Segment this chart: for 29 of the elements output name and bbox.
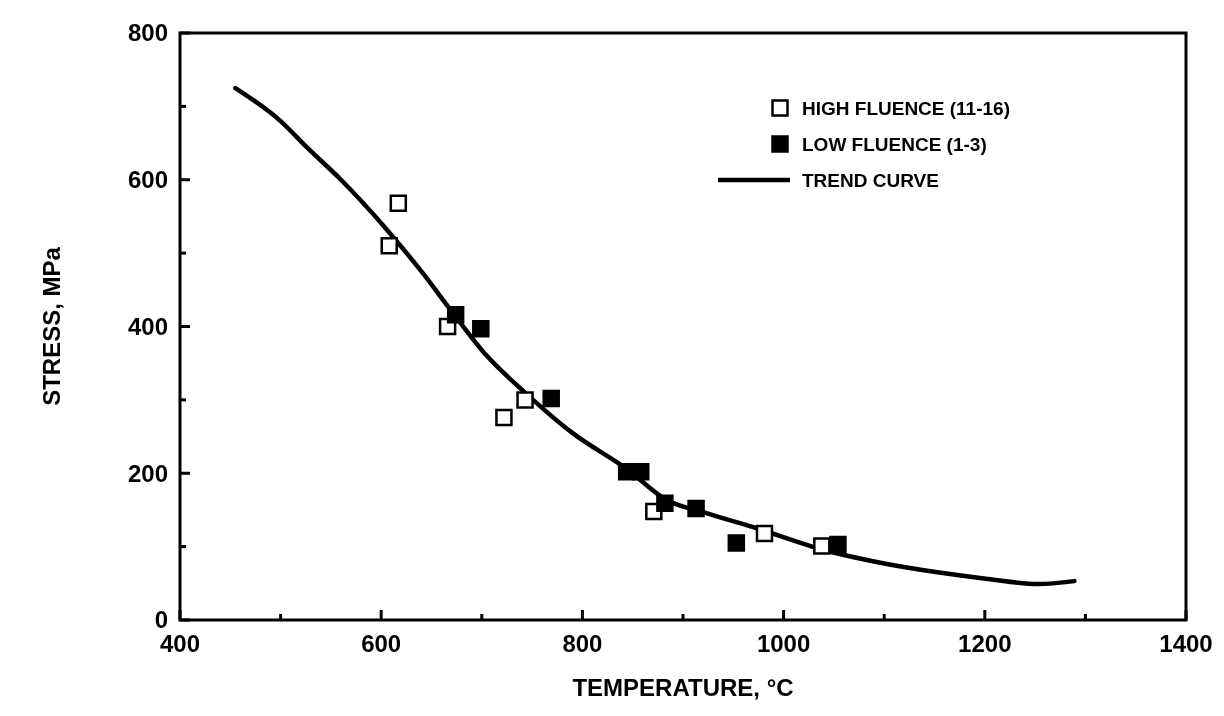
point [542, 389, 560, 408]
y-tick-label: 600 [127, 166, 168, 194]
line-series [233, 85, 1077, 587]
point [813, 537, 831, 555]
y-tick-label: 800 [127, 19, 168, 47]
x-tick-label: 800 [562, 630, 603, 657]
point [829, 535, 847, 554]
point [727, 534, 746, 552]
point [656, 494, 674, 513]
y-tick-label: 200 [127, 459, 168, 487]
y-tick-label: 400 [127, 312, 168, 340]
x-tick-label: 600 [361, 630, 402, 657]
point [516, 391, 534, 409]
y-axis-title: STRESS, MPa [38, 246, 65, 406]
point [632, 463, 650, 481]
point [446, 306, 465, 324]
point [495, 408, 513, 427]
legend-label: TREND CURVE [802, 169, 939, 191]
point [687, 499, 705, 518]
x-tick-label: 1400 [1159, 630, 1213, 657]
point [380, 237, 398, 255]
legend-label: HIGH FLUENCE (11-16) [802, 97, 1010, 119]
point [755, 524, 774, 543]
x-tick-label: 1200 [958, 630, 1012, 657]
x-axis-title: TEMPERATURE, °C [572, 674, 794, 701]
legend-label: LOW FLUENCE (1-3) [802, 133, 987, 155]
point [472, 319, 490, 338]
point [389, 194, 408, 212]
x-tick-label: 1000 [756, 630, 811, 657]
